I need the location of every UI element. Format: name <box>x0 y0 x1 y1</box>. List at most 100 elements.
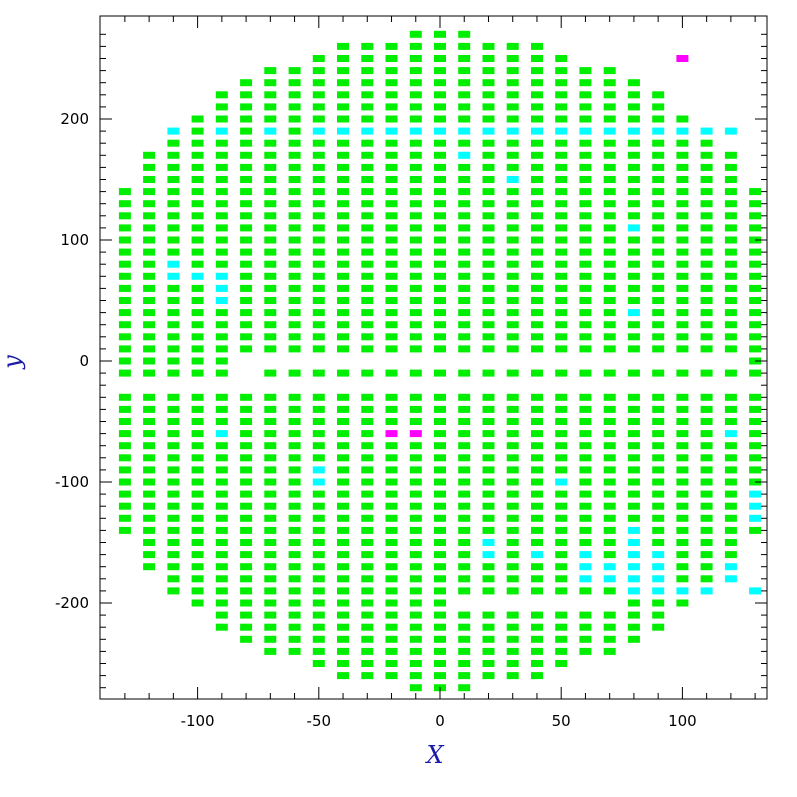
data-point <box>409 405 422 413</box>
data-point <box>482 454 495 462</box>
data-point <box>215 91 228 99</box>
data-point <box>312 430 325 438</box>
data-point <box>579 454 592 462</box>
data-point <box>434 284 446 292</box>
data-point <box>191 248 204 256</box>
data-point <box>627 430 640 438</box>
data-point <box>288 418 301 425</box>
data-point <box>652 430 665 438</box>
data-point <box>724 224 737 232</box>
data-point <box>385 393 398 401</box>
data-point <box>482 163 495 171</box>
data-point <box>191 466 204 474</box>
data-point <box>312 514 325 522</box>
data-point <box>603 297 616 304</box>
data-point <box>652 139 665 147</box>
data-point <box>603 176 616 183</box>
data-point <box>337 611 349 619</box>
data-point <box>579 563 592 571</box>
data-point <box>312 611 325 619</box>
y-tick-label: 0 <box>79 352 89 370</box>
data-point <box>627 151 640 159</box>
data-point <box>361 405 374 413</box>
data-point <box>458 103 471 111</box>
data-point <box>627 163 640 171</box>
data-point <box>676 502 689 510</box>
data-point <box>652 260 665 268</box>
data-point <box>482 67 495 75</box>
data-point <box>434 466 446 474</box>
data-point <box>191 163 204 171</box>
data-point <box>555 418 568 425</box>
data-point <box>749 369 762 377</box>
data-point <box>531 176 543 183</box>
data-point <box>749 309 762 317</box>
data-point <box>361 139 374 147</box>
data-point <box>143 188 156 196</box>
data-point <box>434 442 446 450</box>
data-point <box>676 575 689 583</box>
data-point <box>143 309 156 317</box>
data-point <box>361 502 374 510</box>
data-point <box>434 200 446 208</box>
data-point <box>531 115 543 123</box>
data-point <box>531 272 543 280</box>
data-point <box>700 224 713 232</box>
data-point <box>749 333 762 341</box>
data-point <box>264 333 277 341</box>
data-point <box>603 272 616 280</box>
data-point <box>627 188 640 196</box>
data-point <box>458 163 471 171</box>
data-point <box>167 284 180 292</box>
data-point <box>312 55 325 62</box>
data-point <box>676 139 689 147</box>
data-point <box>143 212 156 220</box>
data-point <box>264 67 277 75</box>
data-point <box>118 466 131 474</box>
data-point <box>215 393 228 401</box>
data-point <box>724 418 737 425</box>
data-point <box>482 539 495 546</box>
data-point <box>337 200 349 208</box>
data-point <box>627 393 640 401</box>
data-point <box>434 224 446 232</box>
data-point <box>167 151 180 159</box>
data-point <box>555 393 568 401</box>
data-point <box>676 454 689 462</box>
data-point <box>143 272 156 280</box>
data-point <box>555 563 568 571</box>
data-point <box>312 321 325 329</box>
data-point <box>312 272 325 280</box>
data-point <box>652 151 665 159</box>
data-point <box>555 176 568 183</box>
data-point <box>555 127 568 135</box>
data-point <box>118 321 131 329</box>
data-point <box>555 454 568 462</box>
data-point <box>506 212 519 220</box>
data-point <box>627 127 640 135</box>
data-point <box>652 405 665 413</box>
data-point <box>337 345 349 353</box>
data-point <box>579 188 592 196</box>
data-point <box>361 127 374 135</box>
data-point <box>603 430 616 438</box>
data-point <box>288 502 301 510</box>
data-point <box>458 200 471 208</box>
data-point <box>700 575 713 583</box>
data-point <box>264 502 277 510</box>
data-point <box>191 478 204 486</box>
x-tick-label: -50 <box>307 712 332 730</box>
data-point <box>118 405 131 413</box>
data-point <box>409 490 422 498</box>
data-point <box>652 163 665 171</box>
data-point <box>724 514 737 522</box>
data-point <box>652 466 665 474</box>
data-point <box>118 369 131 377</box>
data-point <box>240 224 253 232</box>
data-point <box>434 55 446 62</box>
data-point <box>434 42 446 50</box>
data-point <box>652 454 665 462</box>
data-point <box>603 309 616 317</box>
data-point <box>531 369 543 377</box>
data-point <box>215 188 228 196</box>
